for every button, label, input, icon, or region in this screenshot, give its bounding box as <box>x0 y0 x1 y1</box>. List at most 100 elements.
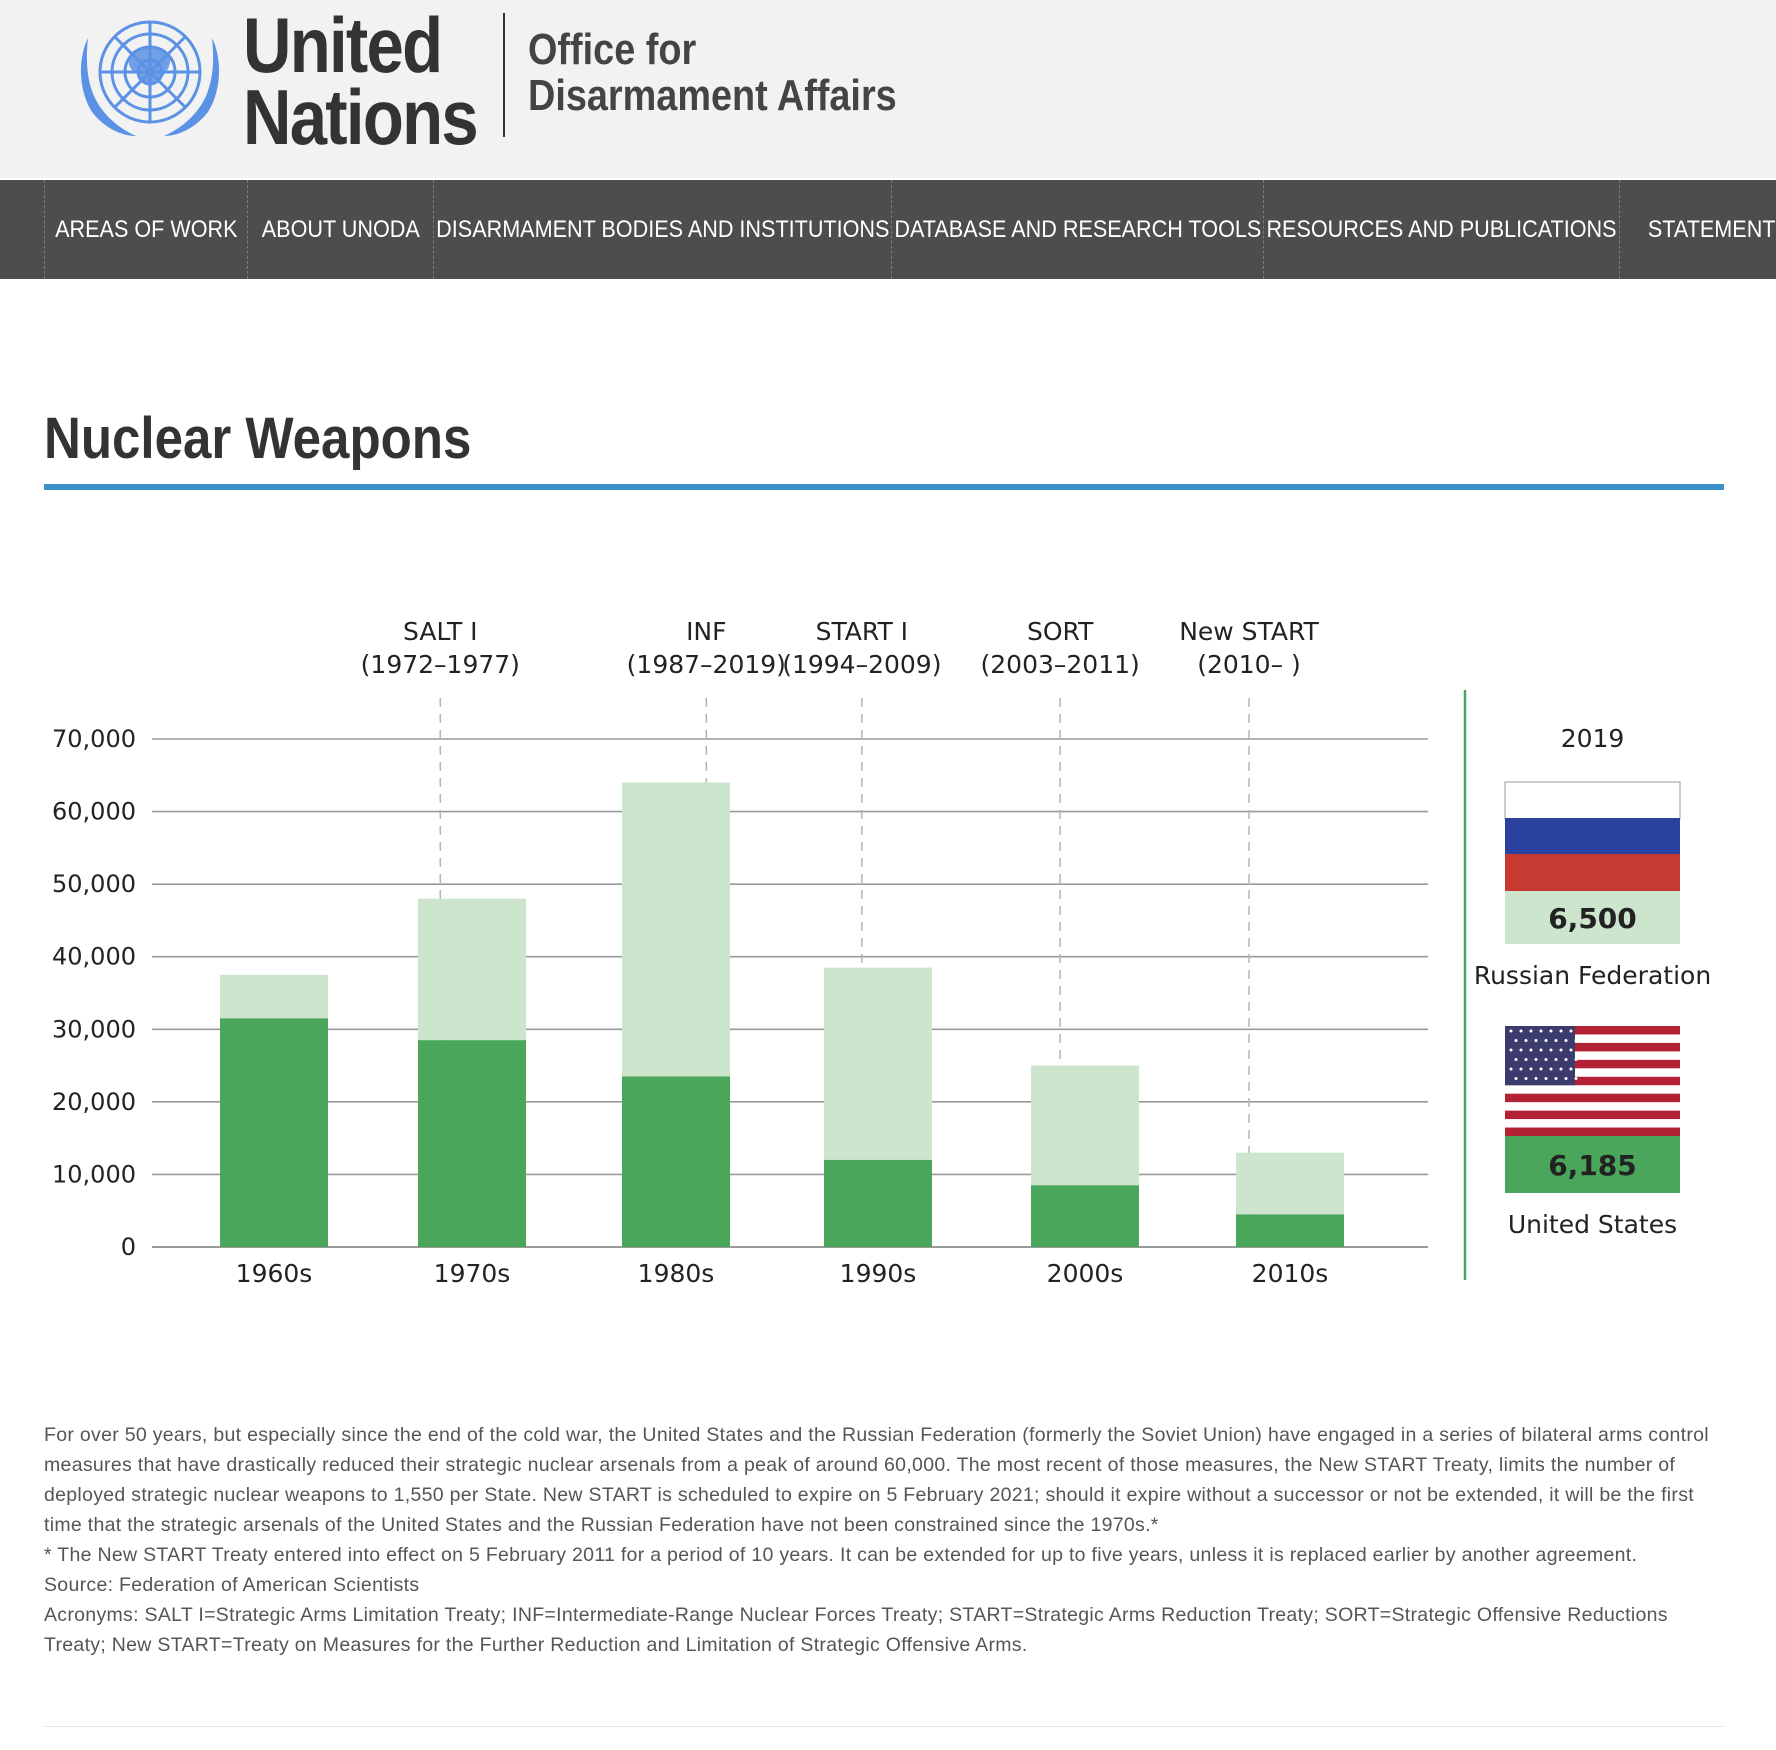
usa-name: United States <box>1508 1210 1677 1239</box>
nav-about-unoda[interactable]: ABOUT UNODA <box>247 180 433 279</box>
bar-segment-light <box>418 898 526 1041</box>
header-divider <box>503 13 505 137</box>
us-flag-star <box>1539 1067 1543 1071</box>
us-flag-stripe <box>1505 1076 1680 1086</box>
nuclear-weapons-chart: 70,000 60,000 50,000 40,000 30,000 20,000 10,0… <box>52 617 1711 1288</box>
us-flag-star <box>1574 1039 1578 1042</box>
nav-resources-publications[interactable]: RESOURCES AND PUBLICATIONS <box>1263 180 1619 279</box>
x-tick-label: 1960s <box>236 1259 313 1288</box>
y-tick-label: 50,000 <box>52 870 136 898</box>
treaty-years: (1972–1977) <box>361 650 520 679</box>
article-body: For over 50 years, but especially since … <box>44 1420 1724 1660</box>
us-flag-stripe <box>1505 1034 1680 1044</box>
us-flag-star <box>1509 1048 1513 1052</box>
russia-flag-white-stripe <box>1504 781 1681 820</box>
us-flag-star <box>1529 1048 1533 1052</box>
title-rule <box>44 484 1724 490</box>
treaty-years: (2010– ) <box>1197 650 1301 679</box>
office-name-line2: Disarmament Affairs <box>528 71 897 120</box>
us-flag-stripe <box>1505 1102 1680 1112</box>
y-tick-label: 30,000 <box>52 1015 136 1043</box>
y-tick-label: 40,000 <box>52 943 136 971</box>
russia-value: 6,500 <box>1548 902 1637 935</box>
us-flag-star <box>1524 1058 1528 1061</box>
treaty-years: (2003–2011) <box>981 650 1140 679</box>
org-name-line2: Nations <box>243 73 479 161</box>
site-header: United Nations Office for Disarmament Af… <box>0 0 1776 178</box>
us-flag-star <box>1519 1029 1523 1033</box>
treaty-name: New START <box>1179 617 1319 646</box>
us-flag-star <box>1549 1029 1553 1033</box>
x-tick-label: 1970s <box>434 1259 511 1288</box>
us-flag-star <box>1529 1067 1533 1071</box>
us-flag-star <box>1519 1048 1523 1052</box>
treaty-years: (1994–2009) <box>782 650 941 679</box>
us-flag-stripe <box>1505 1026 1680 1035</box>
us-flag-star <box>1509 1029 1513 1033</box>
us-flag-star <box>1559 1029 1563 1033</box>
us-flag-star <box>1574 1058 1578 1061</box>
us-flag-star <box>1564 1058 1568 1061</box>
us-flag-star <box>1509 1067 1513 1071</box>
us-flag-star <box>1539 1048 1543 1052</box>
y-tick-label: 60,000 <box>52 798 136 826</box>
russia-flag-blue-stripe <box>1505 818 1680 855</box>
us-flag-star <box>1514 1058 1518 1061</box>
us-flag-star <box>1544 1077 1548 1080</box>
us-flag-stripe <box>1505 1059 1680 1069</box>
us-flag-star <box>1544 1058 1548 1061</box>
bottom-rule <box>44 1726 1724 1727</box>
office-name-line1: Office for <box>528 25 697 74</box>
usa-value: 6,185 <box>1548 1149 1637 1182</box>
us-flag-stripe <box>1505 1110 1680 1120</box>
body-paragraph: For over 50 years, but especially since … <box>44 1424 1709 1536</box>
bar-segment-dark <box>1236 1214 1344 1247</box>
us-flag-stripe <box>1505 1127 1680 1137</box>
bar-segment-dark <box>1031 1185 1139 1247</box>
x-tick-label: 2000s <box>1047 1259 1124 1288</box>
page-title: Nuclear Weapons <box>44 406 472 471</box>
us-flag-star <box>1514 1039 1518 1042</box>
us-flag-star <box>1549 1048 1553 1052</box>
russia-name: Russian Federation <box>1474 961 1711 990</box>
us-flag-star <box>1554 1077 1558 1080</box>
us-flag-canton <box>1505 1026 1575 1086</box>
us-flag-stripe <box>1505 1068 1680 1078</box>
us-flag-star <box>1519 1067 1523 1071</box>
bar-segment-light <box>824 967 932 1160</box>
bar-segment-dark <box>824 1159 932 1247</box>
footnote: * The New START Treaty entered into effe… <box>44 1544 1638 1566</box>
us-flag-star <box>1564 1039 1568 1042</box>
org-name-line1: United <box>243 1 443 89</box>
un-emblem-icon[interactable] <box>72 8 228 142</box>
us-flag-star <box>1524 1077 1528 1080</box>
us-flag-stripe <box>1505 1051 1680 1061</box>
us-flag-star <box>1564 1077 1568 1080</box>
x-tick-label: 2010s <box>1252 1259 1329 1288</box>
us-flag-star <box>1529 1029 1533 1033</box>
nav-statements[interactable]: STATEMENTS <box>1619 180 1776 279</box>
russia-value-box <box>1505 891 1680 944</box>
y-tick-label: 0 <box>121 1233 136 1261</box>
treaty-name: START I <box>816 617 908 646</box>
nav-disarmament-bodies[interactable]: DISARMAMENT BODIES AND INSTITUTIONS <box>433 180 891 279</box>
usa-value-box <box>1505 1136 1680 1193</box>
treaty-name: INF <box>686 617 726 646</box>
us-flag-star <box>1569 1067 1573 1071</box>
us-flag-star <box>1554 1058 1558 1061</box>
us-flag-star <box>1574 1077 1578 1080</box>
bar-segment-light <box>1236 1152 1344 1215</box>
nav-areas-of-work[interactable]: AREAS OF WORK <box>44 180 247 279</box>
nav-database-research-tools[interactable]: DATABASE AND RESEARCH TOOLS <box>891 180 1263 279</box>
us-flag-star <box>1569 1048 1573 1052</box>
treaty-years: (1987–2019) <box>627 650 786 679</box>
russia-flag-red-stripe <box>1505 854 1680 891</box>
source-line: Source: Federation of American Scientist… <box>44 1574 420 1596</box>
us-flag-star <box>1569 1029 1573 1033</box>
us-flag-star <box>1534 1039 1538 1042</box>
us-flag-star <box>1559 1067 1563 1071</box>
y-tick-label: 20,000 <box>52 1088 136 1116</box>
treaty-name: SORT <box>1027 617 1094 646</box>
us-flag-stripe <box>1505 1119 1680 1129</box>
bar-segment-dark <box>220 1018 328 1247</box>
